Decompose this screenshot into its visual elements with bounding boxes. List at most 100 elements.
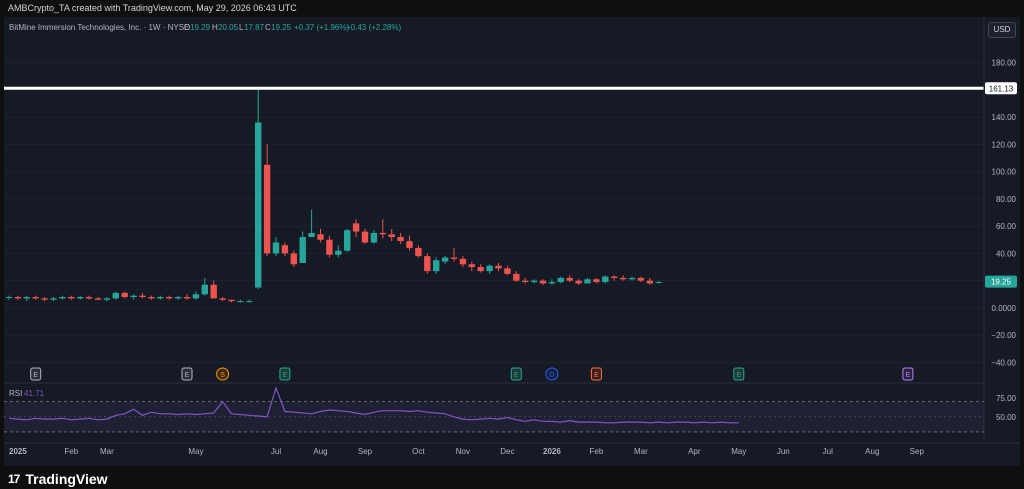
event-letter: E (906, 372, 911, 379)
candle-body (157, 297, 164, 299)
candle-body (130, 295, 137, 298)
time-tick-label: Nov (456, 447, 470, 456)
candle-body (166, 297, 173, 299)
candle-body (23, 297, 30, 299)
candle-body (459, 258, 467, 265)
time-tick-label: Jun (777, 447, 790, 456)
time-tick-label: Apr (688, 447, 701, 456)
candle-body (637, 277, 645, 281)
price-tick-label: 120.00 (992, 140, 1017, 149)
candle-body (326, 239, 333, 255)
candle-body (619, 277, 627, 280)
price-tick-label: 100.00 (992, 168, 1017, 177)
candle-body (352, 223, 360, 232)
candle-body (397, 237, 404, 242)
time-tick-label: May (731, 447, 746, 456)
candle-body (174, 297, 182, 299)
candle-body (584, 279, 591, 284)
time-tick-label: Sep (910, 447, 925, 456)
time-tick-label: 2026 (543, 447, 561, 456)
event-marker (545, 367, 559, 381)
candle-body (308, 232, 315, 238)
candle-body (112, 292, 119, 299)
candle-body (5, 297, 13, 299)
event-letter: E (594, 372, 599, 379)
candle-body (406, 241, 413, 248)
candle-body (513, 273, 520, 281)
last-price-box (985, 275, 1017, 288)
hline-label-box (985, 82, 1017, 95)
event-marker (30, 367, 42, 381)
time-tick-label: Mar (100, 447, 114, 456)
rsi-value: 41.71 (24, 389, 45, 398)
candle-body (486, 265, 493, 272)
candle-body (50, 298, 57, 300)
event-marker (279, 367, 291, 381)
rsi-pane: RSI 41.71 75.00 50.00 (4, 382, 1017, 433)
candle-body (139, 295, 146, 298)
rsi-level-label: 50.00 (996, 413, 1017, 422)
candle-body (468, 264, 475, 268)
candle-body (522, 280, 529, 283)
price-tick-label: 40.00 (996, 249, 1017, 258)
candle-body (361, 231, 369, 243)
event-marker (590, 367, 602, 381)
candle-body (450, 257, 458, 259)
candle-body (148, 297, 155, 299)
candle-body (575, 280, 582, 284)
time-tick-label: 2025 (9, 447, 27, 456)
symbol-legend: BitMine Immersion Technologies, Inc. · 1… (9, 23, 401, 32)
time-tick-label: Aug (313, 447, 327, 456)
candle-body (281, 245, 289, 254)
event-letter: E (185, 372, 190, 379)
candle-body (477, 267, 484, 272)
candle-body (441, 257, 449, 262)
candle-body (424, 256, 431, 272)
candle-body (263, 164, 271, 254)
price-tick-label: 60.00 (996, 222, 1017, 231)
price-tick-label: 140.00 (992, 113, 1017, 122)
candle-body (59, 297, 66, 299)
candle-body (646, 280, 653, 284)
candle-body (379, 232, 386, 235)
legend-high-value: 20.05 (218, 23, 239, 32)
candle-body (121, 292, 128, 298)
candle-body (94, 298, 102, 300)
time-tick-label: Feb (590, 447, 604, 456)
legend-change-2: +0.43 (+2.28%) (346, 23, 401, 32)
candle-body (201, 284, 208, 295)
candle-body (255, 122, 262, 288)
candle-body (593, 279, 600, 283)
candle-body (14, 297, 22, 299)
chart-created-caption: AMBCrypto_TA created with TradingView.co… (8, 3, 297, 13)
tradingview-mark-icon: 17 (8, 472, 20, 486)
price-grid (4, 62, 984, 363)
candle-body (237, 301, 244, 303)
hline-price-label: 161.13 (989, 84, 1014, 93)
legend-open-label: O (184, 23, 190, 32)
event-letter: E (33, 372, 38, 379)
candle-body (41, 298, 48, 300)
legend-close-label: C (265, 23, 271, 32)
rsi-label: RSI (9, 389, 22, 398)
candle-body (192, 294, 200, 299)
event-letter: D (549, 372, 554, 379)
candle-body (415, 247, 422, 257)
candle-body (68, 297, 75, 299)
candle-body (246, 301, 253, 303)
candle-body (495, 265, 502, 269)
tradingview-logo[interactable]: 17 TradingView (8, 471, 108, 487)
event-letter: E (283, 372, 288, 379)
event-marker (216, 367, 230, 381)
candle-body (539, 280, 547, 284)
candle-body (566, 277, 573, 281)
candle-body (388, 234, 395, 238)
rsi-line (8, 386, 739, 424)
currency-button[interactable]: USD (988, 22, 1016, 38)
candle-body (433, 260, 440, 272)
time-tick-label: Jul (271, 447, 281, 456)
candle-body (103, 298, 111, 300)
